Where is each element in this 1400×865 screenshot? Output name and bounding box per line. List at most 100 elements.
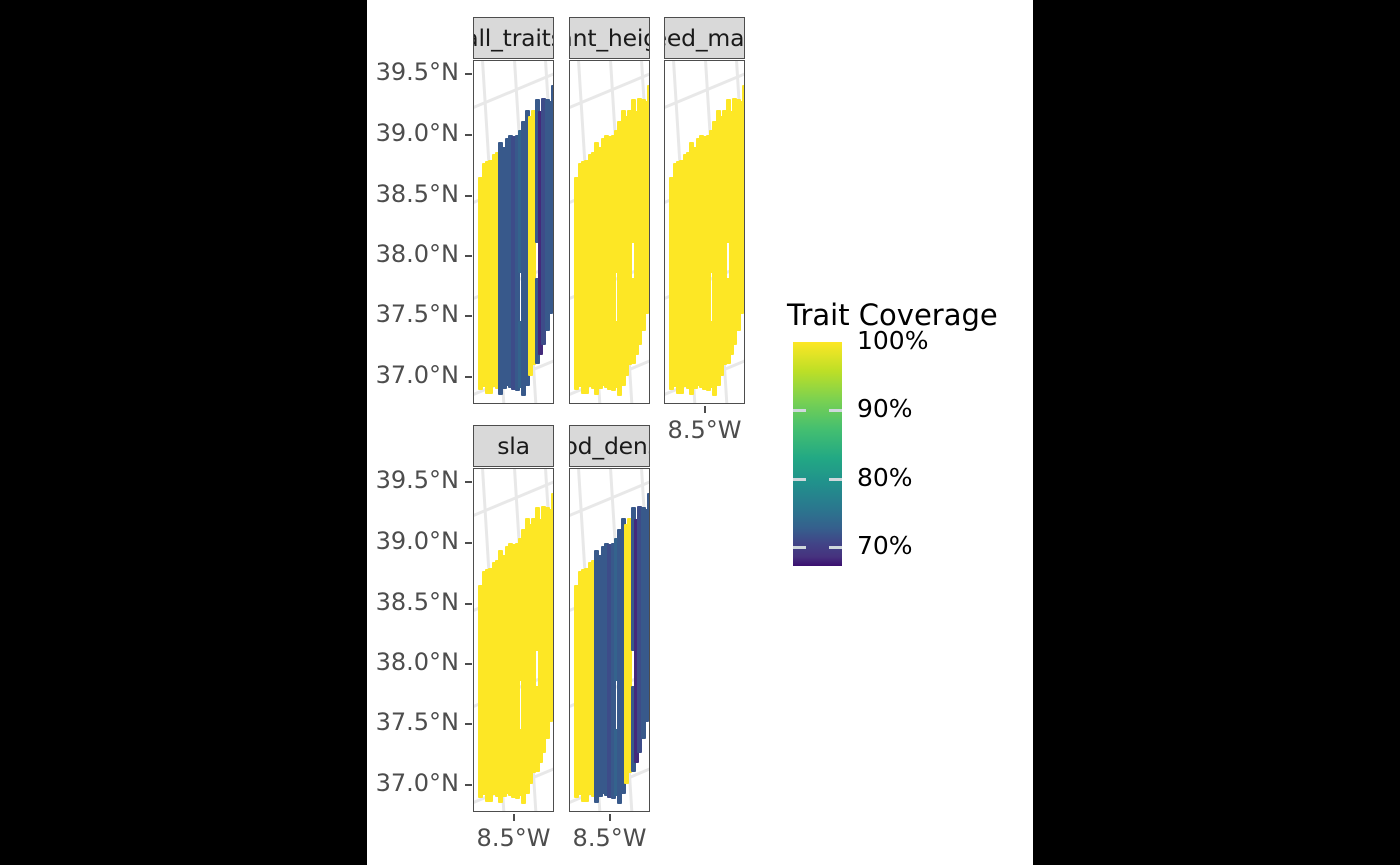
map-cell [647, 492, 649, 722]
plot-canvas: 39.5°N 39.0°N 38.5°N 38.0°N 37.5°N 37.0°N 39.… [367, 0, 1033, 865]
map-cell [528, 523, 534, 784]
map-cell [689, 141, 695, 396]
map-cell [633, 110, 639, 355]
map-cell [481, 162, 487, 388]
map-cell [614, 728, 620, 797]
map-cell [537, 110, 543, 355]
map-cell [534, 277, 540, 364]
legend-tick-mark [793, 477, 806, 481]
map-cell [528, 115, 534, 376]
map-cell [580, 160, 586, 394]
map-cell [537, 518, 543, 763]
map-cell [643, 100, 649, 314]
map-cell [725, 99, 731, 243]
map-cell [514, 134, 520, 391]
map-cell [630, 507, 636, 651]
map-cell [640, 506, 646, 739]
y-axis-tick-mark [465, 255, 472, 257]
map-cell [584, 160, 590, 395]
map-cell [494, 559, 500, 797]
x-axis-tick-mark [608, 814, 611, 821]
map-cell [620, 109, 626, 387]
map-cell [574, 177, 580, 390]
y-axis-tick-label: 38.5°N [375, 588, 459, 616]
facet-panel-all_traits [473, 60, 554, 404]
map-cell [742, 84, 744, 314]
map-cell [494, 151, 500, 389]
map-cell [597, 147, 603, 389]
map-cell [518, 538, 524, 682]
map-cell [518, 320, 524, 389]
map-cell [643, 508, 649, 722]
map-cell [722, 109, 728, 366]
map-cell [534, 99, 540, 243]
map-cell [672, 162, 678, 388]
map-cell [580, 568, 586, 802]
facet-strip-plant_height: plant_height [569, 17, 650, 59]
map-cell [624, 523, 630, 784]
map-cell [610, 542, 616, 799]
y-axis-tick-mark [465, 723, 472, 725]
map-cell [640, 98, 646, 331]
map-cell [705, 134, 711, 391]
map-cell [719, 115, 725, 376]
map-cell [531, 517, 537, 774]
map-cell [521, 121, 527, 396]
map-cell [478, 585, 484, 798]
facet-panel-seed_mass [664, 60, 745, 404]
map-cell [600, 546, 606, 795]
map-cell [514, 542, 520, 799]
map-cell [508, 542, 514, 797]
map-cell [620, 517, 626, 795]
map-cell [518, 728, 524, 797]
y-axis-tick-label: 38.5°N [375, 180, 459, 208]
map-cell [669, 177, 675, 390]
y-axis-tick-mark [465, 542, 472, 544]
map-cell [597, 555, 603, 797]
facet-strip-all_traits: all_traits [473, 17, 554, 59]
map-cell [627, 109, 633, 366]
map-cell [630, 277, 636, 364]
map-cell [491, 154, 497, 388]
map-cell [630, 685, 636, 772]
map-cell [488, 568, 494, 803]
y-axis-tick-label: 39.0°N [375, 119, 459, 147]
map-cell [577, 570, 583, 796]
legend-colorbar[interactable] [793, 342, 842, 566]
map-cell [491, 562, 497, 796]
y-axis-tick-label: 38.0°N [375, 648, 459, 676]
y-axis-tick-mark [465, 481, 472, 483]
map-cell [594, 141, 600, 396]
y-axis-tick-mark [465, 663, 472, 665]
map-cell [547, 508, 553, 722]
map-cell [551, 84, 553, 314]
x-axis-tick-label: 8.5°W [476, 824, 551, 852]
map-cell [715, 109, 721, 387]
facet-strip-label: sla [497, 432, 530, 460]
map-cell [501, 555, 507, 797]
legend-tick-label: 70% [857, 530, 913, 560]
map-cell [478, 177, 484, 390]
legend-tick-mark [793, 545, 806, 549]
legend-tick-mark [829, 477, 842, 481]
legend-tick-mark [793, 409, 806, 413]
map-cell [541, 98, 547, 345]
map-cell [637, 98, 643, 345]
map-cell [630, 99, 636, 243]
map-cell [624, 115, 630, 376]
facet-strip-label: seed_mass [665, 24, 745, 52]
map-cell [699, 134, 705, 389]
y-axis-tick-mark [465, 134, 472, 136]
map-cell [524, 517, 530, 795]
map-cell [504, 138, 510, 387]
y-axis-tick-label: 39.5°N [375, 466, 459, 494]
facet-panel-wood_density [569, 468, 650, 812]
map-cell [692, 147, 698, 389]
y-axis-tick-label: 39.0°N [375, 527, 459, 555]
y-axis-tick-mark [465, 195, 472, 197]
map-cell [590, 559, 596, 797]
map-cell [679, 160, 685, 395]
map-cell [498, 549, 504, 804]
y-axis-tick-label: 37.5°N [375, 300, 459, 328]
